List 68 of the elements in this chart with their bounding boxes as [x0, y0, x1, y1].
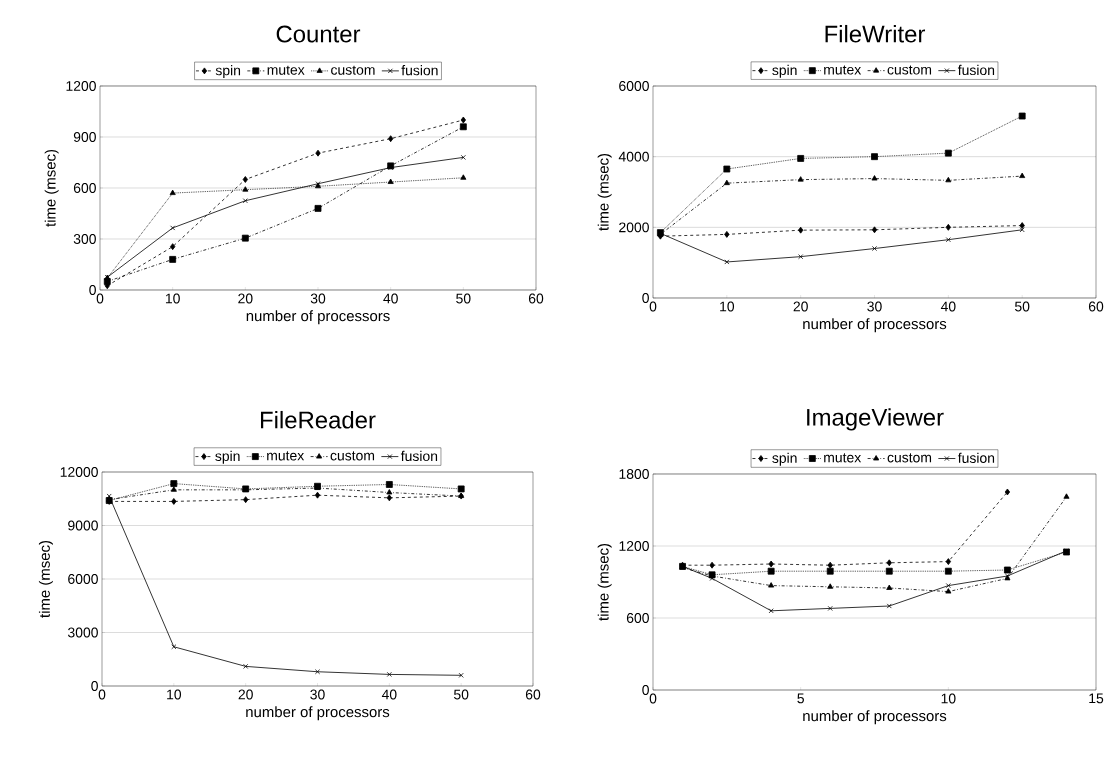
chart-title: ImageViewer	[807, 408, 944, 431]
x-tick-label: 60	[528, 293, 544, 304]
y-tick-label: 3000	[67, 627, 98, 638]
y-tick-label: 6000	[619, 81, 649, 91]
x-tick-label: 10	[941, 693, 956, 704]
y-axis-title: time (msec)	[44, 149, 59, 227]
y-tick-label: 12000	[60, 467, 98, 477]
x-tick-label: 15	[1089, 693, 1104, 704]
legend-label: custom	[887, 65, 932, 75]
x-tick-label: 40	[940, 301, 956, 312]
legend-label: spin	[215, 450, 240, 464]
x-tick-label: 20	[238, 689, 253, 700]
legend-label: custom	[330, 451, 375, 461]
y-axis-title: time (msec)	[597, 543, 612, 621]
y-tick-label: 600	[626, 613, 649, 623]
x-tick-label: 5	[797, 693, 804, 704]
y-tick-label: 300	[73, 234, 96, 244]
x-tick-label: 10	[167, 689, 182, 700]
legend-label: mutex	[824, 453, 862, 463]
legend-label: fusion	[400, 450, 438, 462]
y-tick-label: 900	[73, 132, 96, 142]
legend-label: mutex	[267, 65, 305, 75]
x-tick-label: 30	[310, 689, 325, 700]
legend-label: mutex	[824, 65, 862, 75]
y-tick-label: 6000	[68, 574, 98, 584]
x-axis-title: number of processors	[803, 318, 947, 333]
legend-label: mutex	[267, 451, 305, 461]
chart-title: Counter	[276, 25, 361, 43]
y-tick-label: 0	[91, 681, 98, 691]
x-tick-label: 0	[98, 689, 106, 700]
x-tick-label: 30	[867, 301, 882, 312]
legend-label: custom	[887, 453, 932, 463]
x-axis-title: number of processors	[803, 710, 947, 725]
chart-title: FileWriter	[825, 24, 926, 43]
y-tick-label: 1200	[619, 541, 649, 551]
legend-label: fusion	[957, 452, 995, 463]
chart-title: FileReader	[261, 410, 376, 429]
y-tick-label: 1800	[619, 469, 649, 479]
x-tick-label: 50	[456, 293, 471, 304]
legend-label: fusion	[957, 64, 995, 76]
y-tick-label: 9000	[68, 520, 98, 531]
y-tick-label: 600	[73, 183, 96, 193]
legend-label: spin	[215, 65, 241, 79]
y-tick-label: 2000	[619, 222, 649, 233]
legend-label: custom	[331, 65, 375, 75]
y-axis-title: time (msec)	[597, 153, 612, 231]
legend-label: fusion	[401, 65, 438, 76]
x-tick-label: 20	[793, 301, 808, 312]
x-tick-label: 10	[720, 301, 735, 312]
x-tick-label: 50	[1014, 301, 1030, 312]
x-tick-label: 0	[649, 301, 657, 312]
x-tick-label: 30	[310, 293, 326, 304]
y-tick-label: 4000	[618, 151, 649, 162]
x-axis-title: number of processors	[246, 706, 390, 721]
legend-label: spin	[772, 64, 797, 78]
legend-label: spin	[772, 452, 797, 466]
y-tick-label: 0	[89, 285, 96, 295]
y-tick-label: 1200	[66, 81, 96, 91]
x-tick-label: 60	[525, 689, 541, 700]
x-tick-label: 10	[165, 293, 180, 304]
x-tick-label: 60	[1088, 301, 1104, 312]
x-tick-label: 50	[453, 689, 469, 700]
x-tick-label: 0	[649, 693, 657, 704]
y-axis-title: time (msec)	[38, 540, 53, 618]
x-tick-label: 40	[381, 689, 397, 700]
x-tick-label: 20	[238, 293, 253, 304]
x-axis-title: number of processors	[246, 310, 390, 325]
x-tick-label: 40	[383, 293, 398, 304]
